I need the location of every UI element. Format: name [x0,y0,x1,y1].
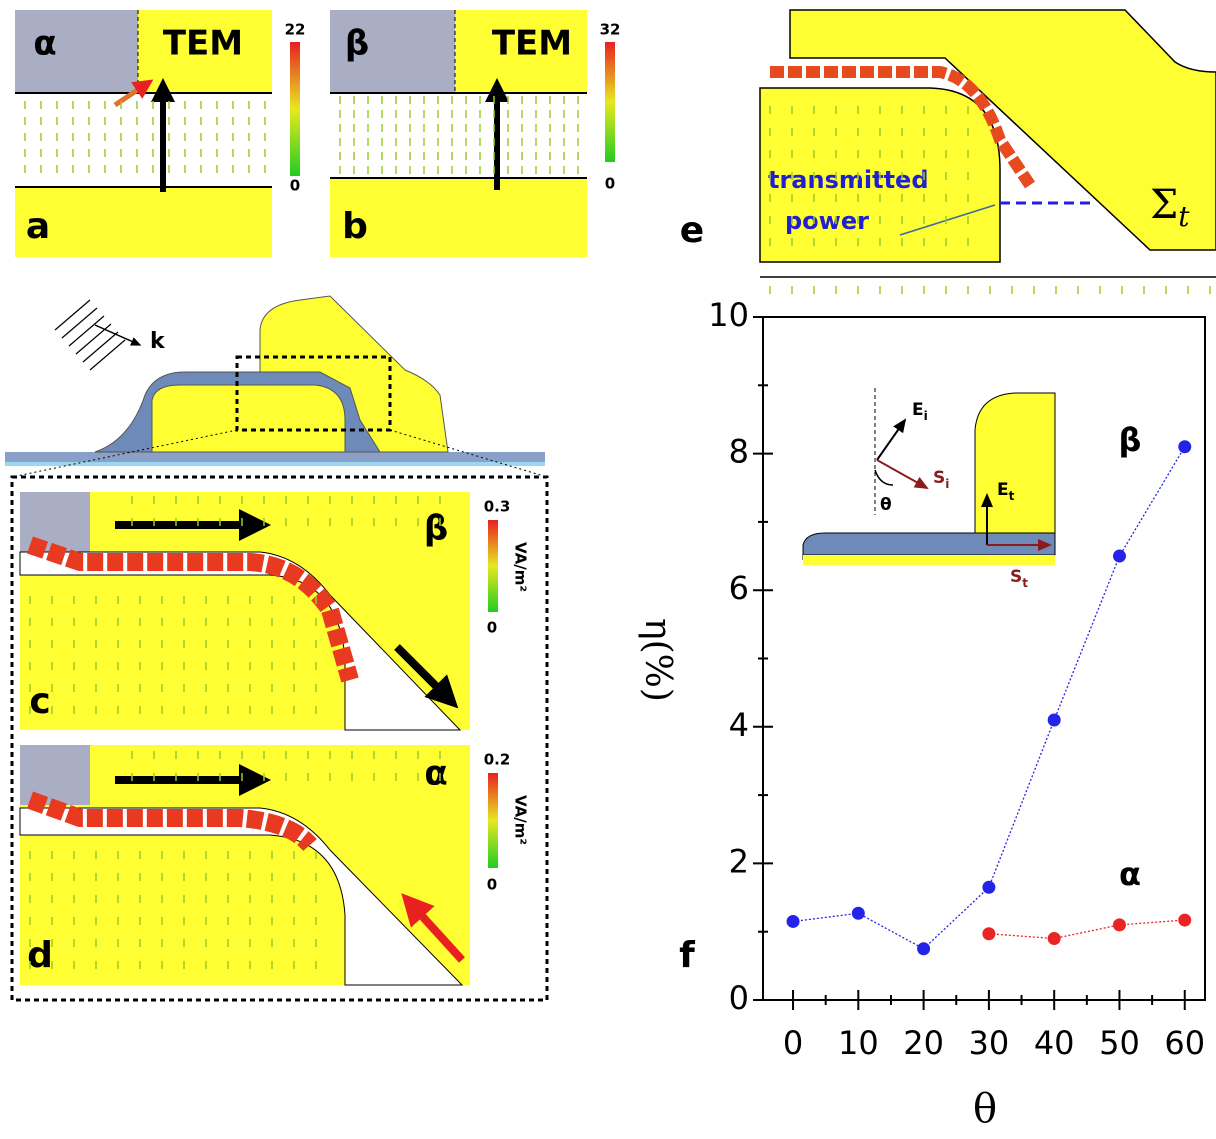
metal [15,187,272,257]
data-point [1178,914,1191,927]
data-point [917,942,930,955]
panel-c: 0.3 0 VA/m² β c [20,492,530,730]
colorbar-unit: VA/m² [512,542,530,592]
panel-b: 32 0 β TEM b [330,10,620,257]
colorbar-max: 0.3 [484,498,511,516]
colorbar-max: 0.2 [484,751,511,769]
panel-label: a [26,206,50,247]
panel-d: 0.2 0 VA/m² α d [20,745,530,985]
colorbar-min: 0 [487,876,497,894]
annotation: power [785,207,869,235]
surface-subscript: t [1178,200,1190,233]
symbol: E [912,400,924,420]
symbol: S [933,468,945,488]
colorbar [488,773,498,868]
y-tick-label: 10 [708,296,749,334]
subscript: t [1022,576,1028,590]
colorbar [605,42,615,162]
mode-label: β [345,24,369,64]
x-tick-label: 30 [969,1024,1010,1062]
colorbar-min: 0 [487,619,497,637]
data-point [1048,713,1061,726]
subscript: i [945,477,949,491]
mode-label: α [424,754,447,794]
data-point [852,907,865,920]
figure: 22 0 α TEM a 32 0 β TEM b transmitted po… [0,0,1216,1139]
symbol: E [997,480,1009,500]
y-axis-label: η(%) [637,618,678,702]
data-point [982,881,995,894]
inset: Ei Si θ Et St [800,380,1062,605]
wavefronts [55,300,125,370]
dielectric [20,745,90,805]
data-point [1113,550,1126,563]
colorbar-min: 0 [290,177,300,195]
data-point [1113,918,1126,931]
y-tick-label: 2 [729,842,749,880]
x-tick-label: 50 [1099,1024,1140,1062]
subscript: i [924,409,928,423]
mode-label: α [33,24,56,64]
series-label: β [1119,421,1142,459]
panel-label: e [680,210,704,251]
x-tick-label: 40 [1034,1024,1075,1062]
subscript: t [1009,489,1015,503]
chart: Ei Si θ Et St β α f θ η(%) 0 2 4 6 8 10 0 10 20 3… [637,296,1205,1132]
data-point [1048,932,1061,945]
series-line [989,920,1185,938]
y-tick-label: 0 [729,979,749,1017]
colorbar-max: 32 [600,21,621,39]
metal [152,385,345,452]
y-tick-label: 4 [729,706,749,744]
data-point [982,927,995,940]
substrate-base [5,462,545,466]
source-label: TEM [163,24,243,64]
y-tick-label: 6 [729,569,749,607]
colorbar [290,42,300,176]
panel-label: d [27,935,53,976]
x-tick-label: 0 [783,1024,803,1062]
wavevector-label: k [150,329,166,354]
mode-label: β [424,509,448,549]
panel-label: c [29,681,50,722]
x-tick-label: 60 [1164,1024,1205,1062]
panel-e: transmitted power Σt e [680,10,1216,277]
series-label: α [1119,855,1141,893]
data-point [787,915,800,928]
panel-a: 22 0 α TEM a [15,10,305,257]
panel-label: b [342,206,368,247]
colorbar-max: 22 [285,21,306,39]
colorbar-unit: VA/m² [512,795,530,845]
surface-symbol: Σ [1150,182,1178,228]
metal [330,178,587,257]
colorbar-min: 0 [605,175,615,193]
source-label: TEM [492,24,572,64]
y-tick-label: 8 [729,433,749,471]
x-tick-label: 10 [838,1024,879,1062]
k-arrow [95,325,140,345]
x-axis-label: θ [973,1086,997,1132]
colorbar [488,520,498,612]
data-point [1178,440,1191,453]
x-tick-label: 20 [903,1024,944,1062]
dielectric [20,492,90,552]
inset-label: θ [880,495,892,515]
panel-label: f [679,935,695,976]
schematic: k [5,296,547,477]
symbol: S [1010,567,1022,587]
metal [803,555,1055,565]
